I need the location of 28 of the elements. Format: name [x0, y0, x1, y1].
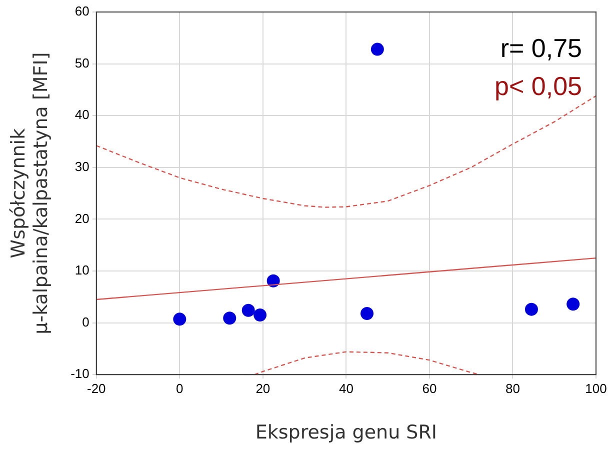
y-tick-label: 20	[74, 210, 90, 226]
x-tick-label: 80	[505, 380, 520, 396]
point	[173, 312, 186, 326]
annotation: r= 0,75	[500, 33, 582, 64]
x-tick-label: 100	[585, 380, 607, 396]
x-tick-label: 0	[176, 380, 184, 396]
y-tick-label: 40	[74, 107, 90, 122]
y-tick-label: 0	[82, 314, 90, 330]
y-axis-title: Współczynnik µ-kalpaina/kalpastatyna [MFI]	[7, 52, 52, 334]
y-tick-label: 50	[74, 55, 90, 70]
x-axis-title: Ekspresja genu SRI	[255, 422, 438, 444]
x-tick-label: 20	[256, 380, 270, 396]
point	[223, 312, 236, 325]
point	[524, 302, 538, 316]
point	[370, 42, 384, 56]
point	[566, 298, 580, 311]
y-tick-label: 30	[74, 158, 90, 174]
point	[242, 304, 255, 317]
y-tick-label: 60	[74, 4, 90, 19]
point	[360, 306, 374, 320]
x-tick-label: 40	[338, 380, 354, 396]
annotation: p< 0,05	[494, 71, 582, 102]
point	[266, 274, 280, 288]
x-tick-label: 60	[422, 380, 437, 396]
y-tick-label: 10	[74, 262, 90, 278]
point	[254, 308, 267, 322]
y-tick-label: -10	[70, 366, 90, 382]
x-tick-label: -20	[86, 380, 106, 396]
